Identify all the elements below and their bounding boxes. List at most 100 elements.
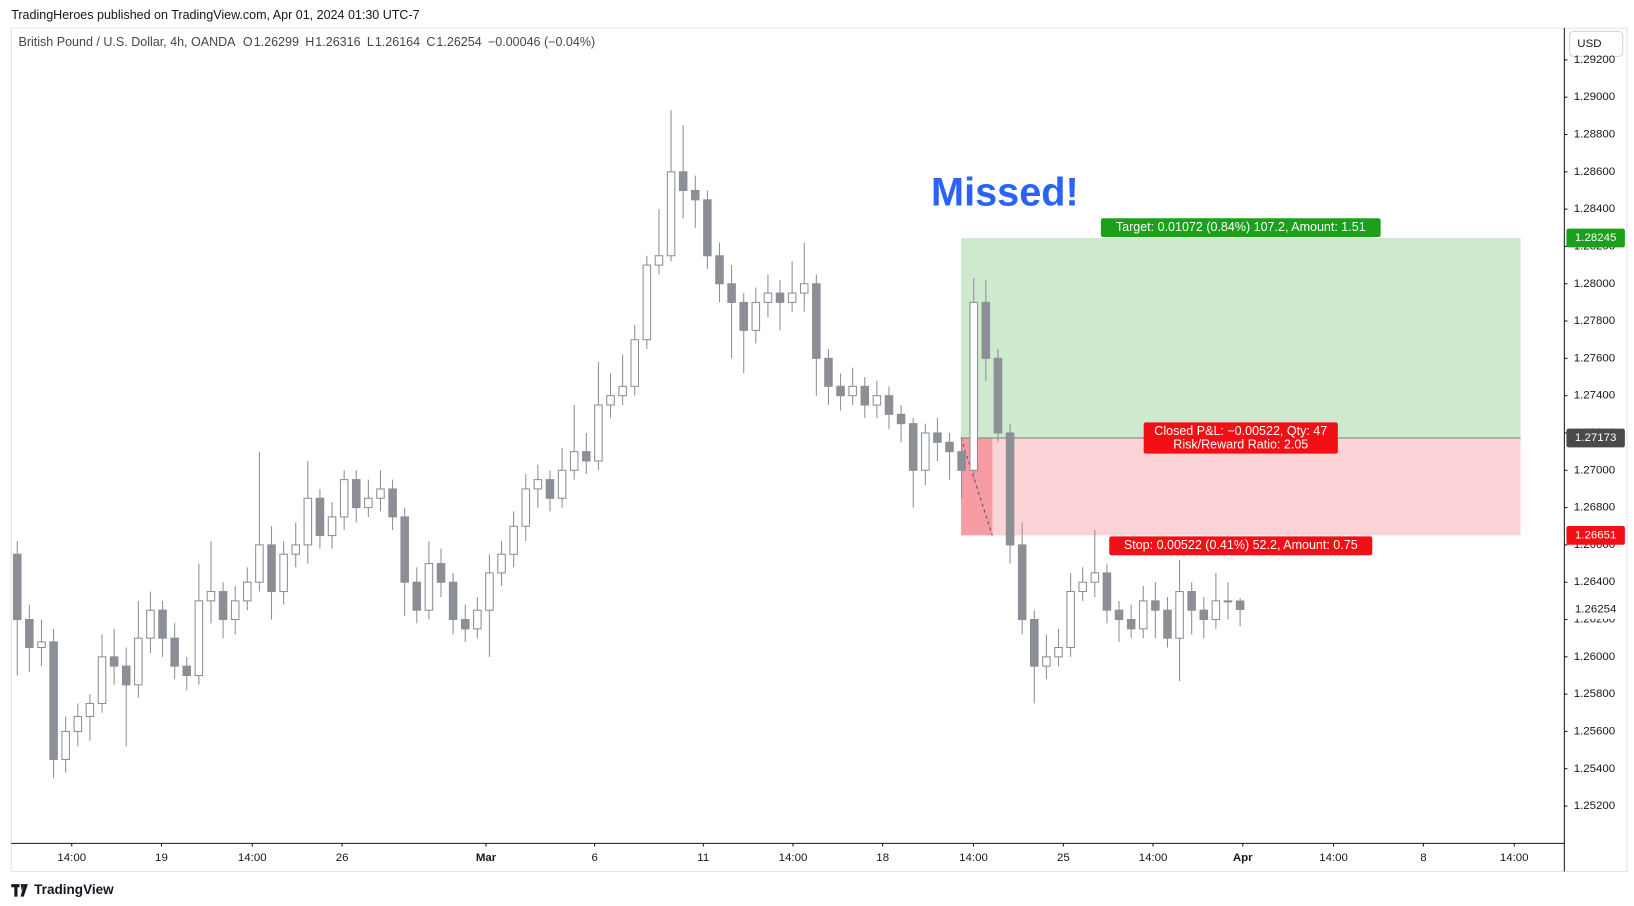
y-tick-label: 1.25200 [1574,800,1615,812]
candle-body [351,479,361,509]
target-label: Target: 0.01072 (0.84%) 107.2, Amount: 1… [1116,220,1366,234]
y-tick-label: 1.25800 [1574,688,1615,700]
ohlc-key: C [426,35,435,49]
target-zone [961,238,1521,439]
candle-body [799,283,809,294]
candle-body [230,600,240,621]
currency-button[interactable] [1569,30,1624,57]
x-tick-label: 14:00 [959,852,988,864]
y-tick-label: 1.26400 [1574,576,1615,588]
stop-tag [1566,525,1625,545]
candle-body [884,395,894,415]
candle-body [1151,600,1160,611]
candle-body [715,255,724,285]
candle-body [642,264,652,341]
candle-body [1223,600,1233,603]
y-tick-label: 1.25600 [1574,725,1615,737]
candle-body [836,385,845,397]
candle-body [339,479,349,518]
ohlc-value: 1.26164 [375,35,420,49]
candle-body [303,497,313,546]
candle-body [654,255,664,266]
candle-body [896,413,906,425]
annotation: Missed! [931,171,1079,215]
candle-body [436,563,446,583]
x-tick-label: 11 [697,852,709,864]
ohlc-value: 1.26316 [315,35,360,49]
candle-body [61,730,70,760]
candle-body [182,665,192,677]
candle-body [509,525,518,555]
candle-body [327,516,337,537]
candle-body [279,553,288,593]
currency-label: USD [1577,38,1601,50]
candle-body [243,581,252,602]
candle-body [908,423,918,471]
x-tick-label: 14:00 [238,852,267,864]
candle-body [690,189,700,201]
x-tick-label: 14:00 [1500,852,1529,864]
candle-body [194,600,204,677]
position-tool [960,238,1521,536]
candle-body [1054,646,1063,658]
brand-name: TradingView [34,882,114,897]
candle-body [594,404,603,462]
candle-body [1005,432,1015,546]
candle-body [1187,591,1196,611]
candle-body [25,619,34,649]
x-tick-label: 14:00 [1319,852,1348,864]
x-tick-label: 26 [336,852,349,864]
candle-body [1138,600,1148,630]
pnl-label: Closed P&L: −0.00522, Qty: 47 [1154,424,1327,438]
stop-tag-label: 1.26651 [1575,529,1616,541]
candle-body [1114,609,1124,621]
chart-frame [10,27,1628,873]
candle-body [37,641,46,649]
candle-body [860,385,870,406]
candle-body [945,441,954,453]
candle-body [969,301,979,471]
x-tick-label: 14:00 [779,852,808,864]
ohlc-value: 1.26254 [436,35,481,49]
candle-body [170,637,179,667]
candle-body [267,544,276,593]
y-tick-label: 1.27600 [1574,352,1615,364]
stop-label-box [1109,536,1373,556]
candle-body [473,609,482,630]
ohlc-change: −0.00046 (−0.04%) [488,35,595,49]
candle-body [134,637,143,686]
entry-tag [1566,428,1625,448]
candle-body [618,385,627,397]
ohlc-key: O [243,35,253,49]
candle-body [158,609,167,639]
target-label-box [1100,218,1381,237]
candle-body [1066,591,1075,649]
candle-body [73,716,83,732]
candle-body [376,488,385,499]
y-tick-label: 1.26000 [1574,651,1615,663]
y-tick-label: 1.28000 [1574,278,1615,290]
x-tick-label: 14:00 [1139,852,1168,864]
candle-body [109,656,119,667]
candle-body [533,479,543,490]
candle-body [1017,544,1027,621]
x-tick-label: Mar [476,852,497,864]
x-tick-label: 8 [1420,852,1426,864]
candle-body [1126,619,1136,630]
candle-body [1211,600,1221,621]
x-tick-label: Apr [1233,852,1253,864]
candle-body [606,395,615,406]
ohlc-value: 1.26299 [254,35,299,49]
trade-path [960,437,993,536]
y-tick-label: 1.29000 [1574,91,1615,103]
candle-body [255,544,264,583]
candle-body [569,451,579,471]
x-tick-label: 6 [591,852,597,864]
candle-body [666,171,676,257]
candle-body [49,641,58,760]
y-tick-label: 1.27000 [1574,464,1615,476]
candle-body [787,292,797,303]
candle-body [146,609,155,639]
